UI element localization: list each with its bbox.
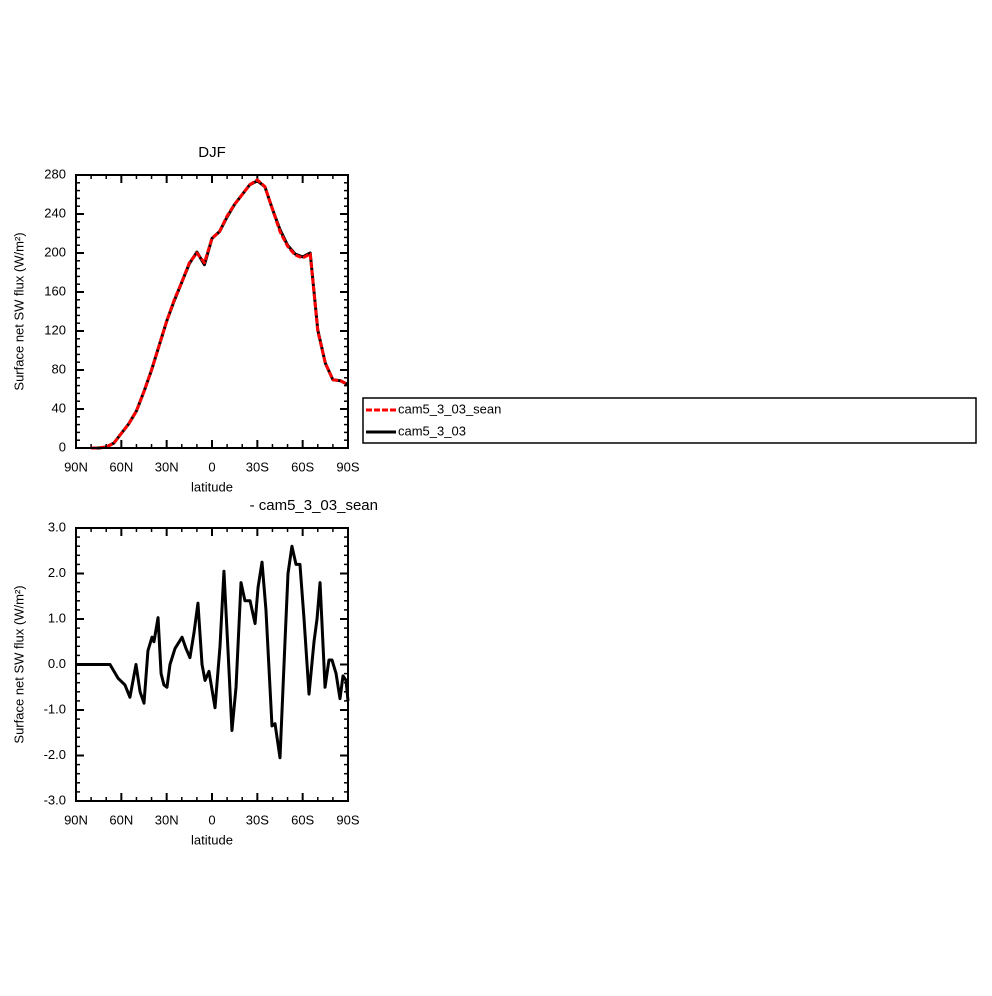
x-axis-label: latitude <box>191 832 233 847</box>
x-tick-label: 0 <box>208 812 215 827</box>
x-tick-label: 60S <box>291 812 314 827</box>
y-tick-label: 0.0 <box>48 656 66 671</box>
y-axis-label: Surface net SW flux (W/m²) <box>11 585 26 743</box>
legend-label: cam5_3_03 <box>398 423 466 438</box>
x-tick-label: 0 <box>208 459 215 474</box>
x-tick-label: 60S <box>291 459 314 474</box>
x-tick-label: 30S <box>246 812 269 827</box>
x-tick-label: 30N <box>155 812 179 827</box>
y-tick-label: 160 <box>44 283 66 298</box>
x-tick-label: 60N <box>109 459 133 474</box>
x-tick-label: 60N <box>109 812 133 827</box>
x-tick-label: 90S <box>336 459 359 474</box>
plot-frame <box>75 174 349 449</box>
y-tick-label: 40 <box>52 400 66 415</box>
data-line <box>91 178 349 450</box>
y-tick-label: 200 <box>44 244 66 259</box>
y-tick-label: 2.0 <box>48 565 66 580</box>
x-tick-label: 90S <box>336 812 359 827</box>
y-tick-label: 120 <box>44 322 66 337</box>
y-tick-label: -2.0 <box>44 747 66 762</box>
y-tick-label: 3.0 <box>48 519 66 534</box>
chart-title: DJF <box>198 144 226 161</box>
y-tick-label: 0 <box>59 439 66 454</box>
y-tick-label: 80 <box>52 361 66 376</box>
x-axis-label: latitude <box>191 479 233 494</box>
y-tick-label: -3.0 <box>44 792 66 807</box>
x-tick-label: 30S <box>246 459 269 474</box>
x-tick-label: 90N <box>64 459 88 474</box>
legend-label: cam5_3_03_sean <box>398 401 501 416</box>
y-tick-label: 280 <box>44 166 66 181</box>
x-tick-label: 90N <box>64 812 88 827</box>
y-tick-label: -1.0 <box>44 701 66 716</box>
data-line <box>76 544 350 760</box>
x-tick-label: 30N <box>155 459 179 474</box>
plot-frame <box>75 527 349 802</box>
y-axis-label: Surface net SW flux (W/m²) <box>11 232 26 390</box>
y-tick-label: 1.0 <box>48 610 66 625</box>
y-tick-label: 240 <box>44 205 66 220</box>
chart-title: - cam5_3_03_sean <box>250 497 378 514</box>
legend-box <box>362 397 977 444</box>
